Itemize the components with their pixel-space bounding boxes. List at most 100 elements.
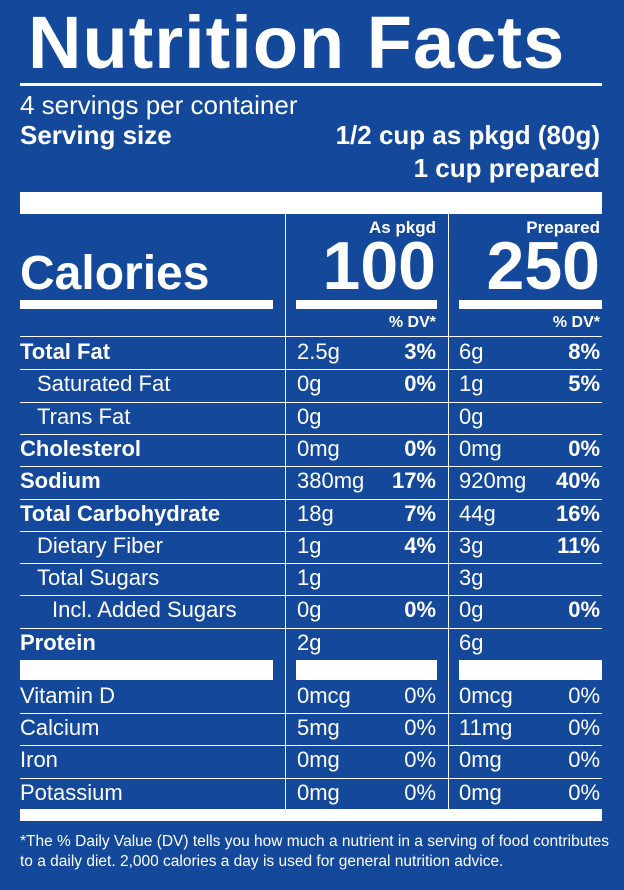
serving-size-label: Serving size [20, 120, 172, 150]
row-rule [20, 369, 602, 370]
nutrient-amount-pkgd: 0g [297, 403, 322, 429]
nutrient-dv-pkgd: 0% [404, 435, 436, 461]
vitamin-amount-pkgd: 0mg [297, 747, 340, 773]
calories-bar-prepared [459, 300, 602, 309]
vitamin-amount-prepared: 0mg [459, 779, 502, 805]
footnote: *The % Daily Value (DV) tells you how mu… [20, 833, 609, 871]
vitamin-label: Potassium [20, 779, 123, 805]
nutrient-amount-pkgd: 1g [297, 532, 322, 558]
vitamin-amount-pkgd: 0mg [297, 779, 340, 805]
nutrient-amount-prepared: 920mg [459, 468, 527, 494]
nutrient-dv-pkgd: 0% [404, 597, 436, 623]
vitamin-amount-pkgd: 5mg [297, 715, 340, 741]
nutrient-label: Cholesterol [20, 435, 142, 461]
nutrient-amount-pkgd: 380mg [297, 468, 365, 494]
row-rule [20, 745, 602, 746]
nutrient-dv-pkgd: 4% [404, 532, 436, 558]
servings-per-container: 4 servings per container [20, 90, 298, 120]
serving-size-prepared: 1 cup prepared [413, 153, 600, 183]
nutrient-dv-pkgd: 0% [404, 371, 436, 397]
nutrient-amount-pkgd: 1g [297, 565, 322, 591]
nutrient-dv-prepared: 16% [555, 500, 600, 526]
nutrient-dv-prepared: 8% [568, 339, 600, 364]
nutrient-amount-prepared: 0g [459, 597, 484, 623]
title-rule [20, 83, 602, 86]
row-rule [20, 499, 602, 500]
footnote-bar [20, 809, 602, 821]
nutrient-label: Saturated Fat [37, 371, 171, 397]
vitamin-dv-prepared: 0% [568, 779, 600, 805]
vitamin-amount-prepared: 0mcg [459, 683, 513, 708]
row-rule [20, 778, 602, 779]
nutrient-amount-pkgd: 18g [297, 500, 334, 526]
nutrient-amount-prepared: 0g [459, 403, 484, 429]
label-title: Nutrition Facts [28, 1, 566, 84]
section-bar-pkgd [296, 660, 437, 680]
row-rule [20, 402, 602, 403]
nutrient-dv-pkgd: 7% [404, 500, 436, 526]
vitamin-dv-pkgd: 0% [404, 779, 436, 805]
row-rule [20, 628, 602, 629]
row-rule [20, 595, 602, 596]
nutrient-label: Trans Fat [37, 403, 131, 429]
calories-pkgd: 100 [322, 228, 436, 304]
nutrient-amount-pkgd: 0mg [297, 435, 340, 461]
nutrient-label: Incl. Added Sugars [52, 597, 237, 623]
vitamin-dv-pkgd: 0% [404, 683, 436, 708]
vitamin-dv-prepared: 0% [568, 747, 600, 773]
nutrient-dv-prepared: 5% [568, 371, 600, 397]
nutrient-dv-prepared: 11% [557, 532, 600, 558]
nutrient-amount-pkgd: 2g [297, 629, 322, 655]
nutrient-amount-pkgd: 0g [297, 371, 322, 397]
nutrient-amount-pkgd: 0g [297, 597, 322, 623]
vitamin-label: Calcium [20, 715, 100, 741]
row-rule [20, 713, 602, 714]
nutrient-amount-prepared: 0mg [459, 435, 502, 461]
nutrient-amount-pkgd: 2.5g [297, 339, 340, 364]
vitamin-label: Iron [20, 747, 58, 773]
nutrient-dv-pkgd: 3% [404, 339, 436, 364]
dv-header-prepared: % DV* [552, 314, 600, 331]
nutrient-label: Protein [20, 629, 96, 655]
vitamin-dv-prepared: 0% [568, 683, 600, 708]
nutrient-dv-prepared: 0% [568, 597, 600, 623]
calories-bar-pkgd [296, 300, 437, 309]
nutrient-amount-prepared: 6g [459, 629, 484, 655]
nutrient-amount-prepared: 6g [459, 339, 484, 364]
nutrient-amount-prepared: 1g [459, 371, 484, 397]
nutrient-amount-prepared: 3g [459, 565, 484, 591]
row-rule [20, 563, 602, 564]
section-bar-prepared [459, 660, 602, 680]
vitamin-amount-prepared: 11mg [459, 715, 513, 741]
nutrient-label: Total Fat [20, 339, 111, 364]
nutrient-dv-pkgd: 17% [391, 468, 436, 494]
vitamin-dv-prepared: 0% [568, 715, 600, 741]
nutrient-amount-prepared: 3g [459, 532, 484, 558]
serving-size-pkgd: 1/2 cup as pkgd (80g) [335, 120, 600, 150]
column-header-pkgd: As pkgd [368, 218, 436, 237]
serving-thick-bar [20, 192, 602, 214]
row-rule [20, 531, 602, 532]
nutrient-amount-prepared: 44g [459, 500, 496, 526]
calories-prepared: 250 [486, 228, 600, 304]
column-divider-right [448, 214, 449, 809]
vitamin-label: Vitamin D [20, 683, 115, 708]
nutrient-label: Total Carbohydrate [20, 500, 221, 526]
nutrient-label: Total Sugars [37, 565, 160, 591]
column-divider-left [285, 214, 286, 809]
vitamin-dv-pkgd: 0% [404, 715, 436, 741]
vitamin-amount-prepared: 0mg [459, 747, 502, 773]
column-header-prepared: Prepared [526, 218, 600, 237]
row-rule [20, 336, 602, 337]
row-rule [20, 466, 602, 467]
section-bar-label [20, 660, 273, 680]
nutrient-label: Dietary Fiber [37, 532, 163, 558]
row-rule [20, 434, 602, 435]
nutrient-dv-prepared: 0% [568, 435, 600, 461]
vitamin-dv-pkgd: 0% [404, 747, 436, 773]
nutrient-label: Sodium [20, 468, 101, 494]
calories-label: Calories [20, 247, 210, 300]
dv-header-pkgd: % DV* [388, 314, 436, 331]
vitamin-amount-pkgd: 0mcg [297, 683, 351, 708]
calories-bar-label [20, 300, 273, 309]
